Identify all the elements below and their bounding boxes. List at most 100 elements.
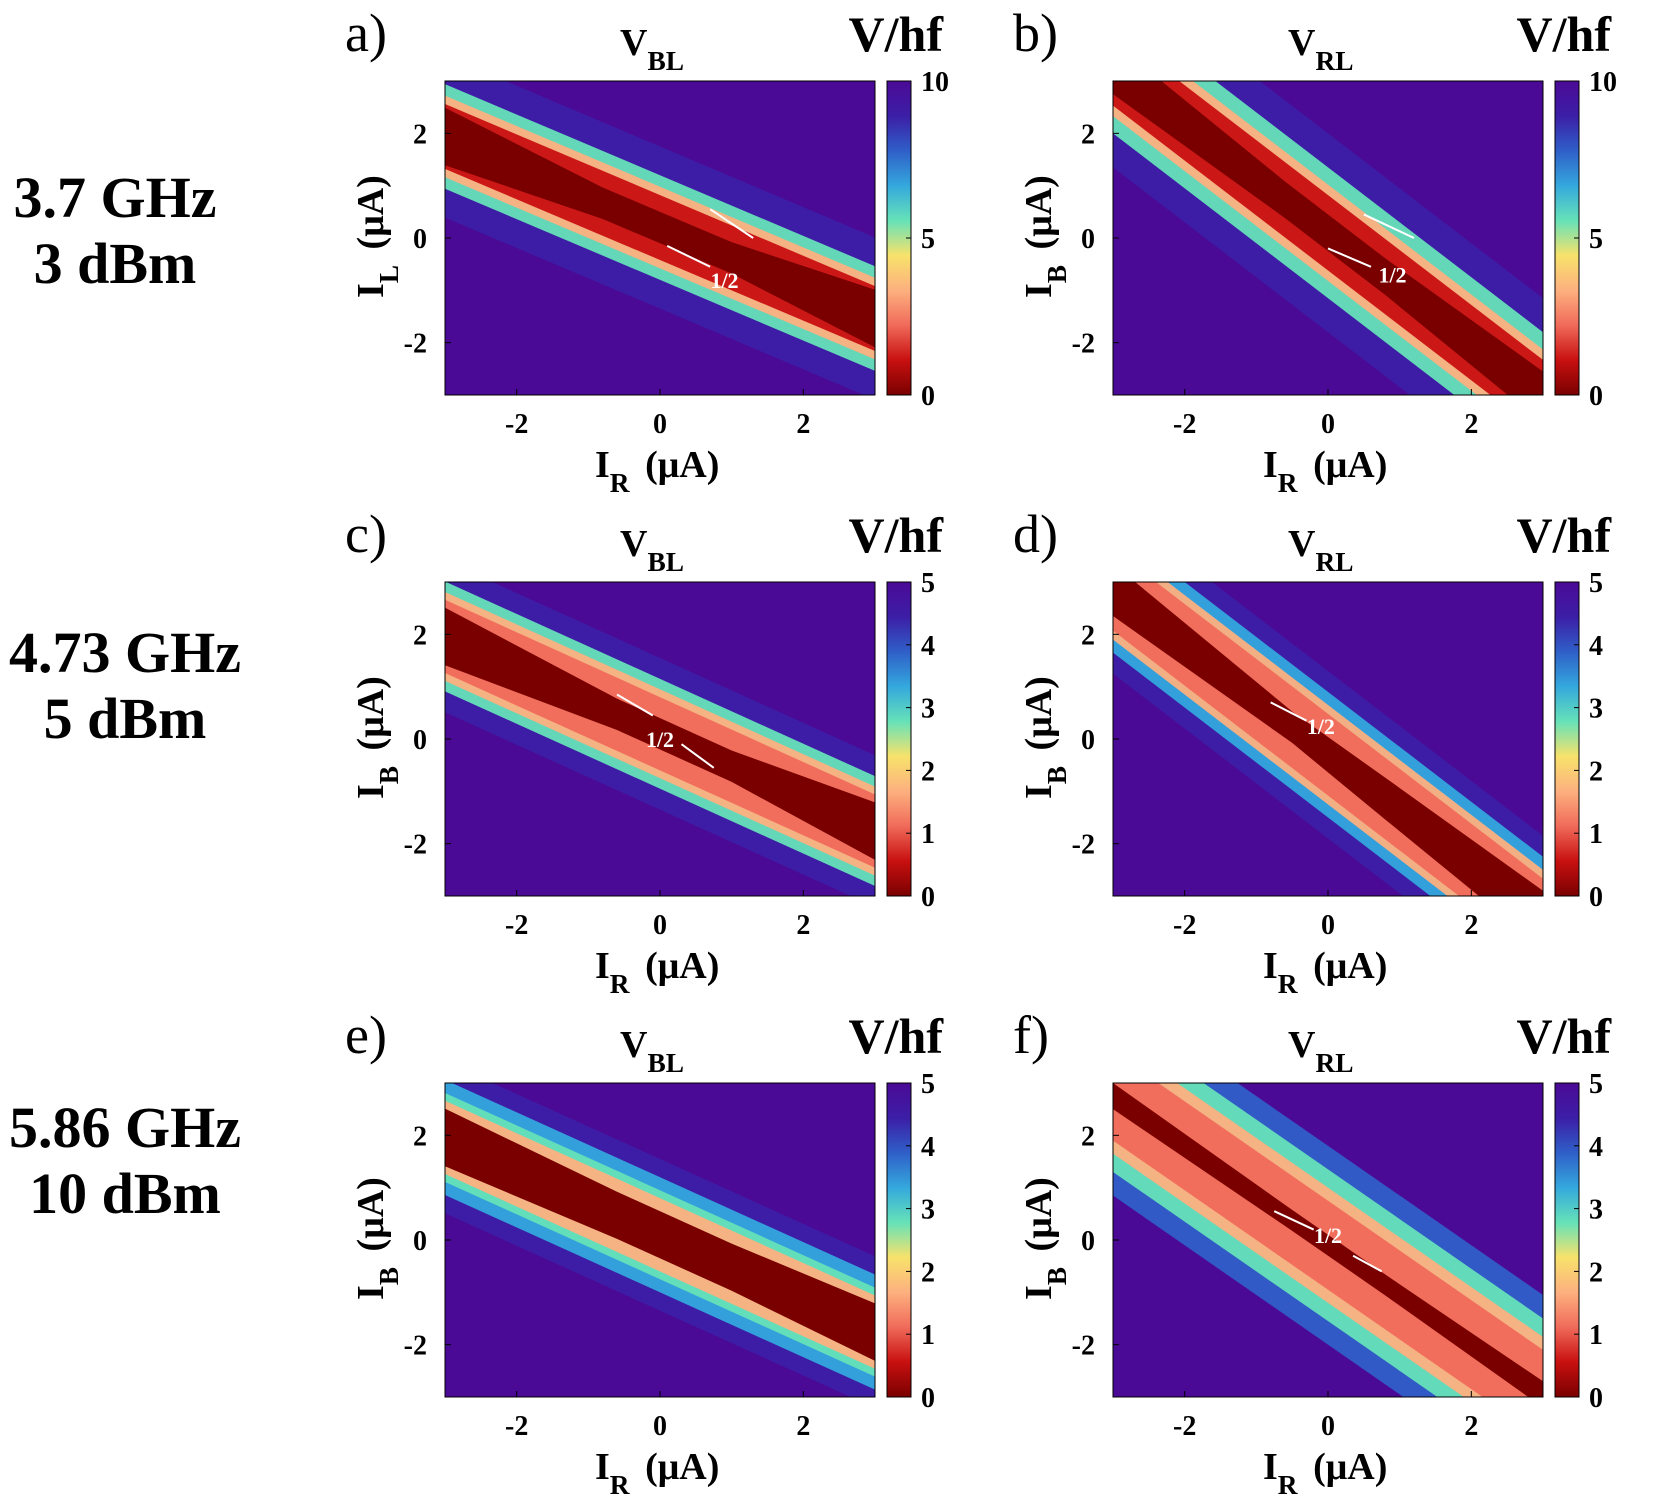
y-tick-label: 0 [1081, 224, 1095, 255]
panel-d: -2 0 2 -2 0 2 IR (μA) IB (μA) VRL d) 0 1 2 3 4 5 V/hf 1/2 [1013, 504, 1613, 999]
colorbar-tick-label: 0 [921, 882, 935, 913]
y-tick-label: 0 [1081, 1226, 1095, 1257]
heatmap-core [445, 607, 875, 860]
x-tick-label: 0 [653, 409, 667, 440]
y-tick-label: 0 [413, 725, 427, 756]
panel-label: d) [1013, 504, 1058, 564]
heatmap-area [445, 582, 875, 896]
plot-title: VBL [620, 523, 684, 577]
annotation-label: 1/2 [710, 268, 738, 293]
colorbar-tick-label: 1 [921, 1320, 935, 1351]
y-axis-label: IB (μA) [1018, 1177, 1072, 1300]
y-tick-label: 2 [1081, 1121, 1095, 1152]
heatmap-area [445, 81, 875, 395]
colorbar-tick-label: 4 [1589, 1132, 1603, 1163]
x-tick-label: -2 [1173, 409, 1196, 440]
panel-e: -2 0 2 -2 0 2 IR (μA) IB (μA) VBL e) 0 1 2 3 4 5 V/hf [345, 1005, 944, 1499]
panel-c: -2 0 2 -2 0 2 IR (μA) IB (μA) VBL c) 0 1 2 3 4 5 V/hf 1/2 [345, 504, 944, 999]
x-tick-label: 2 [796, 1411, 810, 1442]
y-tick-label: -2 [1072, 329, 1095, 360]
x-tick-label: -2 [505, 1411, 528, 1442]
colorbar-tick-label: 0 [921, 1383, 935, 1414]
y-tick-label: 2 [413, 1121, 427, 1152]
annotation-line [666, 244, 711, 268]
y-tick-label: -2 [404, 830, 427, 861]
panel-label: b) [1013, 3, 1058, 63]
colorbar [886, 1082, 912, 1398]
x-tick-label: 2 [1464, 1411, 1478, 1442]
row-label-2: 4.73 GHz 5 dBm [0, 620, 255, 752]
colorbar-tick-label: 0 [1589, 381, 1603, 412]
x-tick-label: 2 [1464, 409, 1478, 440]
plot-title: VBL [620, 22, 684, 76]
colorbar-tick-label: 2 [921, 756, 935, 787]
colorbar-label: V/hf [1517, 1008, 1613, 1064]
panel-a: -2 0 2 -2 0 2 IR (μA) IL (μA) VBL a) 0 5 10 V/hf 1/2 [345, 3, 949, 498]
x-tick-label: 0 [653, 910, 667, 941]
x-tick-label: -2 [1173, 1411, 1196, 1442]
colorbar-label: V/hf [849, 6, 945, 62]
y-axis-label: IB (μA) [350, 676, 404, 799]
x-axis-label: IR (μA) [595, 945, 719, 999]
panel-b: -2 0 2 -2 0 2 IR (μA) IB (μA) VRL b) 0 5 10 V/hf 1/2 [1013, 3, 1617, 498]
panel-label: c) [345, 504, 387, 564]
y-tick-label: 0 [413, 224, 427, 255]
x-tick-label: 2 [796, 409, 810, 440]
annotation-line [1363, 213, 1415, 239]
colorbar-tick-label: 3 [921, 1195, 935, 1226]
panel-label: e) [345, 1005, 387, 1065]
colorbar-tick-label: 0 [1589, 882, 1603, 913]
colorbar-tick-label: 0 [921, 381, 935, 412]
x-tick-label: -2 [1173, 910, 1196, 941]
annotation-line [1327, 247, 1372, 268]
y-tick-label: 2 [1081, 119, 1095, 150]
heatmap-area [1113, 1083, 1543, 1397]
heatmap-core [1113, 1083, 1543, 1397]
colorbar-tick-label: 10 [921, 67, 949, 98]
colorbar-tick-label: 2 [1589, 1257, 1603, 1288]
colorbar-label: V/hf [849, 1008, 945, 1064]
x-tick-label: -2 [505, 409, 528, 440]
colorbar-tick-label: 5 [1589, 1069, 1603, 1100]
colorbar-tick-label: 3 [921, 694, 935, 725]
row-label-3: 5.86 GHz 10 dBm [0, 1095, 255, 1227]
row-power: 3 dBm [33, 231, 197, 296]
y-tick-label: -2 [1072, 830, 1095, 861]
heatmap-core [1113, 81, 1543, 395]
colorbar-label: V/hf [1517, 6, 1613, 62]
heatmap-core [445, 1108, 875, 1361]
colorbar [886, 581, 912, 897]
colorbar-tick-label: 5 [921, 224, 935, 255]
colorbar-tick-label: 4 [921, 631, 935, 662]
x-axis-label: IR (μA) [1263, 1446, 1387, 1499]
annotation-label: 1/2 [1307, 714, 1335, 739]
y-tick-label: -2 [404, 329, 427, 360]
annotation-line [616, 693, 654, 717]
colorbar-tick-label: 1 [921, 819, 935, 850]
annotation-label: 1/2 [646, 727, 674, 752]
x-tick-label: 2 [1464, 910, 1478, 941]
annotation-label: 1/2 [1378, 263, 1406, 288]
annotation-line [1270, 701, 1307, 722]
y-tick-label: -2 [404, 1331, 427, 1362]
x-tick-label: 2 [796, 910, 810, 941]
colorbar-tick-label: 4 [1589, 631, 1603, 662]
colorbar-tick-label: 5 [1589, 568, 1603, 599]
plot-title: VRL [1288, 22, 1353, 76]
x-tick-label: 0 [1321, 910, 1335, 941]
colorbar-tick-label: 1 [1589, 819, 1603, 850]
colorbar-tick-label: 5 [921, 568, 935, 599]
row-power: 10 dBm [29, 1161, 221, 1226]
heatmap-area [445, 1083, 875, 1397]
x-axis-label: IR (μA) [1263, 945, 1387, 999]
panel-label: f) [1013, 1005, 1049, 1065]
y-axis-label: IB (μA) [1018, 676, 1072, 799]
plot-title: VRL [1288, 523, 1353, 577]
y-tick-label: 0 [413, 1226, 427, 1257]
colorbar [1554, 581, 1580, 897]
colorbar [1554, 1082, 1580, 1398]
row-frequency: 3.7 GHz [13, 165, 217, 230]
colorbar-label: V/hf [1517, 507, 1613, 563]
